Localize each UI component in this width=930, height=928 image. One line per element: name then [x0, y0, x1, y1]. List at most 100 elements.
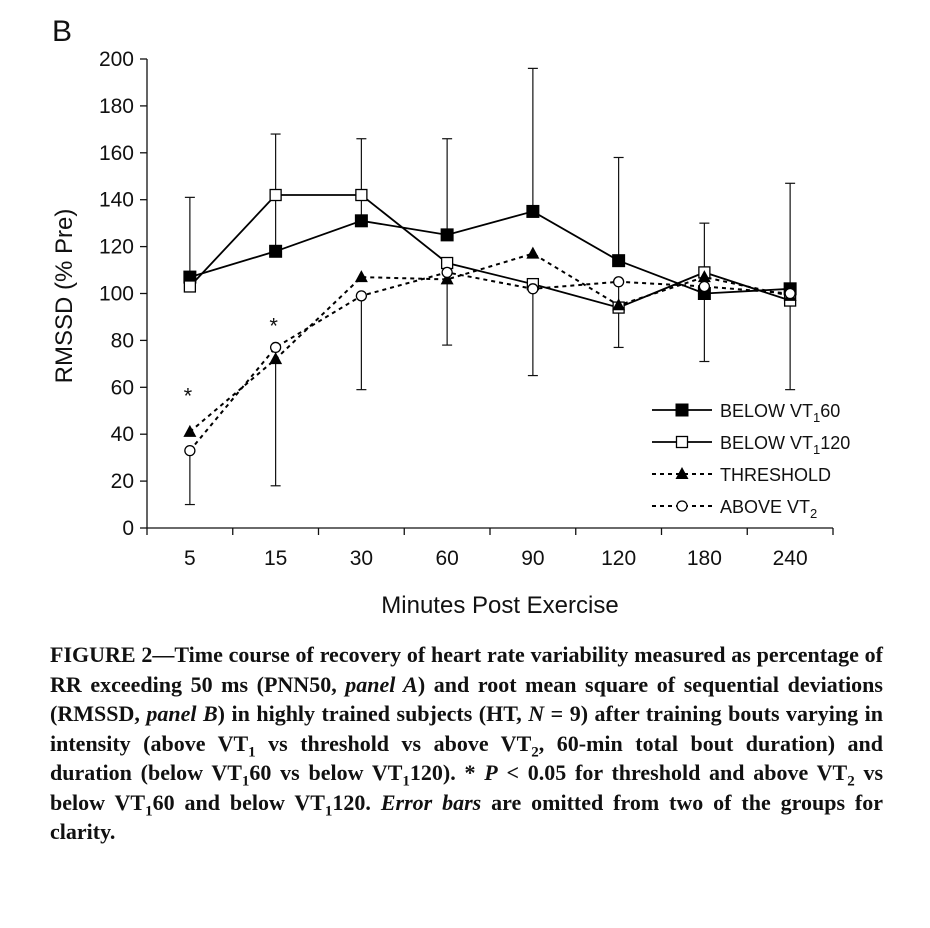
- caption-subscript: 2: [531, 743, 539, 760]
- axes: 0 20 40 60 80 100 120 140 160 180 200 5 15 30 60 90 120 1…: [99, 48, 834, 570]
- legend-label: BELOW VT160: [720, 401, 840, 425]
- x-tick-label: 180: [687, 547, 722, 570]
- y-tick-label: 200: [99, 48, 134, 71]
- legend-label: ABOVE VT2: [720, 497, 817, 521]
- series-line: [189, 194, 791, 309]
- legend-marker: [675, 467, 689, 479]
- caption-text: ) and root mean square of sequential dev…: [50, 671, 883, 727]
- data-point: [612, 276, 625, 288]
- data-point: [612, 254, 626, 268]
- data-point: [269, 352, 283, 365]
- caption-italic: P: [484, 760, 498, 785]
- caption-text: < 0.05 for threshold and above VT: [497, 760, 848, 785]
- y-tick-label: 160: [99, 142, 134, 165]
- caption-text: 120.: [332, 789, 381, 815]
- x-tick-label: 60: [435, 547, 458, 570]
- y-tick-label: 80: [111, 329, 134, 352]
- legend-label-main: ABOVE VT: [720, 497, 810, 517]
- x-tick-label: 30: [350, 547, 373, 570]
- caption-text: = 9) after training bouts varying in int…: [50, 701, 883, 756]
- legend-label-main: BELOW VT: [720, 401, 813, 421]
- data-point: [526, 246, 540, 259]
- data-point: [355, 188, 368, 202]
- caption-text: ) in highly trained subjects (HT,: [217, 701, 529, 726]
- series-line: [189, 271, 791, 452]
- caption-subscript: 1: [324, 802, 333, 819]
- legend-marker: [676, 500, 688, 512]
- caption-text: are omitted from two of the groups for c…: [50, 789, 884, 845]
- figure-caption: FIGURE 2—Time course of recovery of hear…: [50, 640, 883, 847]
- x-axis-title: Minutes Post Exercise: [381, 592, 618, 619]
- caption-subscript: 2: [847, 773, 855, 790]
- data-point: [269, 188, 282, 202]
- caption-italic: Error bars: [380, 789, 482, 815]
- x-tick-label: 90: [521, 547, 544, 570]
- y-tick-label: 40: [111, 423, 134, 446]
- data-point: [784, 287, 796, 300]
- caption-italic: panel A: [345, 671, 418, 697]
- data-point: [612, 298, 626, 311]
- legend-label-subscript: 2: [810, 506, 817, 521]
- caption-italic: panel B: [146, 701, 218, 726]
- caption-text: vs threshold vs above VT: [255, 730, 532, 756]
- y-tick-label: 100: [99, 283, 134, 306]
- legend-label-tail: 120: [820, 433, 850, 453]
- caption-text: 60 vs below VT: [249, 760, 403, 785]
- caption-text: Time course of recovery of heart rate va…: [50, 642, 883, 697]
- legend-label-main: BELOW VT: [720, 433, 813, 453]
- data-point: [269, 244, 283, 258]
- caption-text: 120). *: [409, 760, 485, 785]
- data-point: [183, 424, 197, 437]
- series-lines: [189, 194, 791, 452]
- caption-subscript: 1: [145, 802, 153, 819]
- data-point: [269, 341, 282, 354]
- data-point: [183, 280, 197, 293]
- y-tick-label: 120: [99, 236, 134, 259]
- data-point: [527, 283, 539, 295]
- data-point: [355, 290, 368, 302]
- y-tick-label: 0: [122, 517, 134, 540]
- x-tick-label: 120: [601, 547, 636, 570]
- legend-label-subscript: 1: [813, 410, 820, 425]
- series-line: [189, 210, 791, 295]
- caption-dash: —: [152, 642, 175, 667]
- panel-label: B: [52, 15, 72, 48]
- x-tick-label: 15: [264, 547, 287, 570]
- caption-subscript: 1: [241, 773, 250, 790]
- data-point: [526, 204, 540, 218]
- caption-label: FIGURE 2: [50, 642, 153, 667]
- y-tick-label: 140: [99, 189, 134, 212]
- caption-text: vs below VT: [50, 760, 884, 815]
- y-tick-label: 20: [111, 470, 134, 493]
- x-tick-label: 240: [773, 547, 808, 570]
- y-tick-label: 180: [99, 95, 134, 118]
- significance-star: *: [184, 384, 193, 409]
- data-point: [697, 270, 711, 283]
- series-markers: [183, 188, 797, 457]
- legend-label-tail: 60: [820, 401, 840, 421]
- legend-marker: [675, 435, 689, 449]
- data-point: [441, 266, 453, 279]
- caption-italic: N: [528, 701, 545, 726]
- y-tick-label: 60: [111, 376, 134, 399]
- y-axis-title: RMSSD (% Pre): [51, 209, 78, 384]
- caption-text: , 60-min total bout duration) and durati…: [50, 730, 883, 786]
- legend-label: BELOW VT1120: [720, 433, 850, 457]
- caption-subscript: 1: [402, 773, 410, 790]
- caption-text: 60 and below VT: [152, 789, 325, 815]
- caption-subscript: 1: [248, 743, 256, 760]
- significance-annotations: **: [184, 313, 279, 408]
- data-point: [440, 228, 454, 242]
- legend-marker: [675, 403, 689, 417]
- legend-label-main: THRESHOLD: [720, 465, 831, 485]
- significance-star: *: [269, 313, 278, 338]
- data-point: [354, 270, 368, 283]
- data-point: [440, 272, 454, 285]
- data-point: [698, 280, 711, 293]
- legend-label-subscript: 1: [813, 442, 820, 457]
- series-line: [189, 252, 791, 433]
- data-point: [184, 444, 196, 457]
- data-point: [354, 214, 368, 228]
